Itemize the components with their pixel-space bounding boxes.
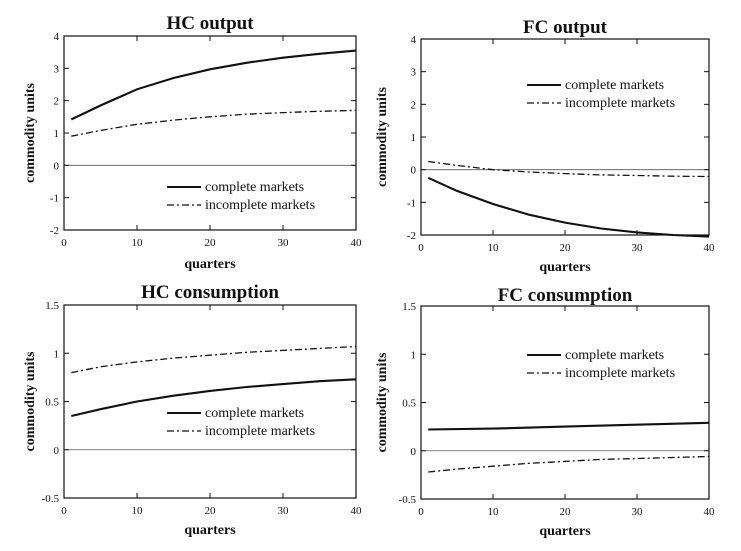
chart-title: HC output	[166, 13, 254, 34]
y-tick-label: 1.5	[45, 300, 59, 312]
x-tick-label: 10	[132, 505, 144, 517]
series-line-complete-markets	[70, 49, 357, 121]
series-line-complete-markets	[427, 176, 710, 238]
x-tick-label: 30	[632, 242, 644, 254]
y-tick-label: 2	[54, 96, 60, 108]
y-axis-label: commodity units	[23, 82, 38, 183]
y-tick-label: 3	[54, 63, 60, 75]
y-tick-label: -0.5	[399, 494, 417, 506]
plot-frame	[420, 38, 710, 236]
y-tick-label: 1	[54, 348, 60, 360]
x-tick-label: 0	[418, 242, 424, 254]
y-tick-label: 0	[54, 160, 60, 172]
y-tick-label: 0	[411, 165, 417, 177]
x-tick-label: 40	[704, 242, 716, 254]
y-tick-label: 4	[411, 34, 417, 46]
x-axis-label: quarters	[539, 260, 591, 275]
y-tick-label: 0.5	[402, 398, 416, 410]
y-axis-label: commodity units	[23, 351, 38, 452]
x-tick-label: 10	[132, 237, 144, 249]
x-tick-label: 20	[205, 237, 217, 249]
legend-label: complete markets	[565, 348, 664, 363]
x-tick-label: 40	[704, 506, 716, 518]
y-tick-label: 4	[54, 31, 60, 43]
x-tick-label: 0	[61, 505, 67, 517]
y-tick-label: 3	[411, 67, 417, 79]
y-tick-label: 1.5	[402, 301, 416, 313]
legend-label: incomplete markets	[205, 198, 315, 213]
series-line-complete-markets	[428, 421, 710, 431]
x-tick-label: 30	[278, 237, 290, 249]
legend-label: incomplete markets	[565, 366, 675, 381]
x-tick-label: 20	[205, 505, 217, 517]
legend-label: complete markets	[565, 78, 664, 93]
y-tick-label: 0	[54, 445, 60, 457]
x-tick-label: 20	[560, 242, 572, 254]
plot-frame	[420, 305, 710, 500]
legend-label: incomplete markets	[205, 424, 315, 439]
chart-title: HC consumption	[141, 282, 279, 303]
x-tick-label: 20	[560, 506, 572, 518]
x-tick-label: 40	[351, 505, 363, 517]
y-axis-label: commodity units	[375, 352, 390, 453]
x-tick-label: 0	[418, 506, 424, 518]
y-tick-label: -1	[50, 193, 59, 205]
chart-title: FC output	[523, 17, 608, 38]
legend-label: complete markets	[205, 406, 304, 421]
series-line-incomplete-markets	[428, 160, 710, 178]
y-axis-label: commodity units	[375, 86, 390, 187]
series-line-complete-markets	[71, 378, 357, 418]
y-tick-label: 1	[411, 132, 417, 144]
x-tick-label: 0	[61, 237, 67, 249]
y-tick-label: -2	[407, 230, 416, 242]
y-tick-label: 0	[411, 446, 417, 458]
series-line-incomplete-markets	[71, 345, 357, 374]
x-tick-label: 30	[632, 506, 644, 518]
x-axis-label: quarters	[539, 524, 591, 539]
plot-frame	[63, 304, 357, 499]
x-tick-label: 10	[488, 506, 500, 518]
x-tick-label: 30	[278, 505, 290, 517]
x-tick-label: 10	[488, 242, 500, 254]
y-tick-label: -0.5	[42, 493, 60, 505]
y-tick-label: -1	[407, 197, 416, 209]
y-tick-label: 1	[411, 349, 417, 361]
chart-title: FC consumption	[498, 285, 633, 306]
series-line-incomplete-markets	[428, 455, 710, 473]
y-tick-label: 0.5	[45, 397, 59, 409]
y-tick-label: -2	[50, 225, 59, 237]
legend-label: complete markets	[205, 180, 304, 195]
y-tick-label: 1	[54, 128, 60, 140]
x-axis-label: quarters	[184, 523, 236, 538]
y-tick-label: 2	[411, 99, 417, 111]
x-tick-label: 40	[351, 237, 363, 249]
x-axis-label: quarters	[184, 257, 236, 272]
legend-label: incomplete markets	[565, 96, 675, 111]
series-line-incomplete-markets	[71, 109, 357, 137]
